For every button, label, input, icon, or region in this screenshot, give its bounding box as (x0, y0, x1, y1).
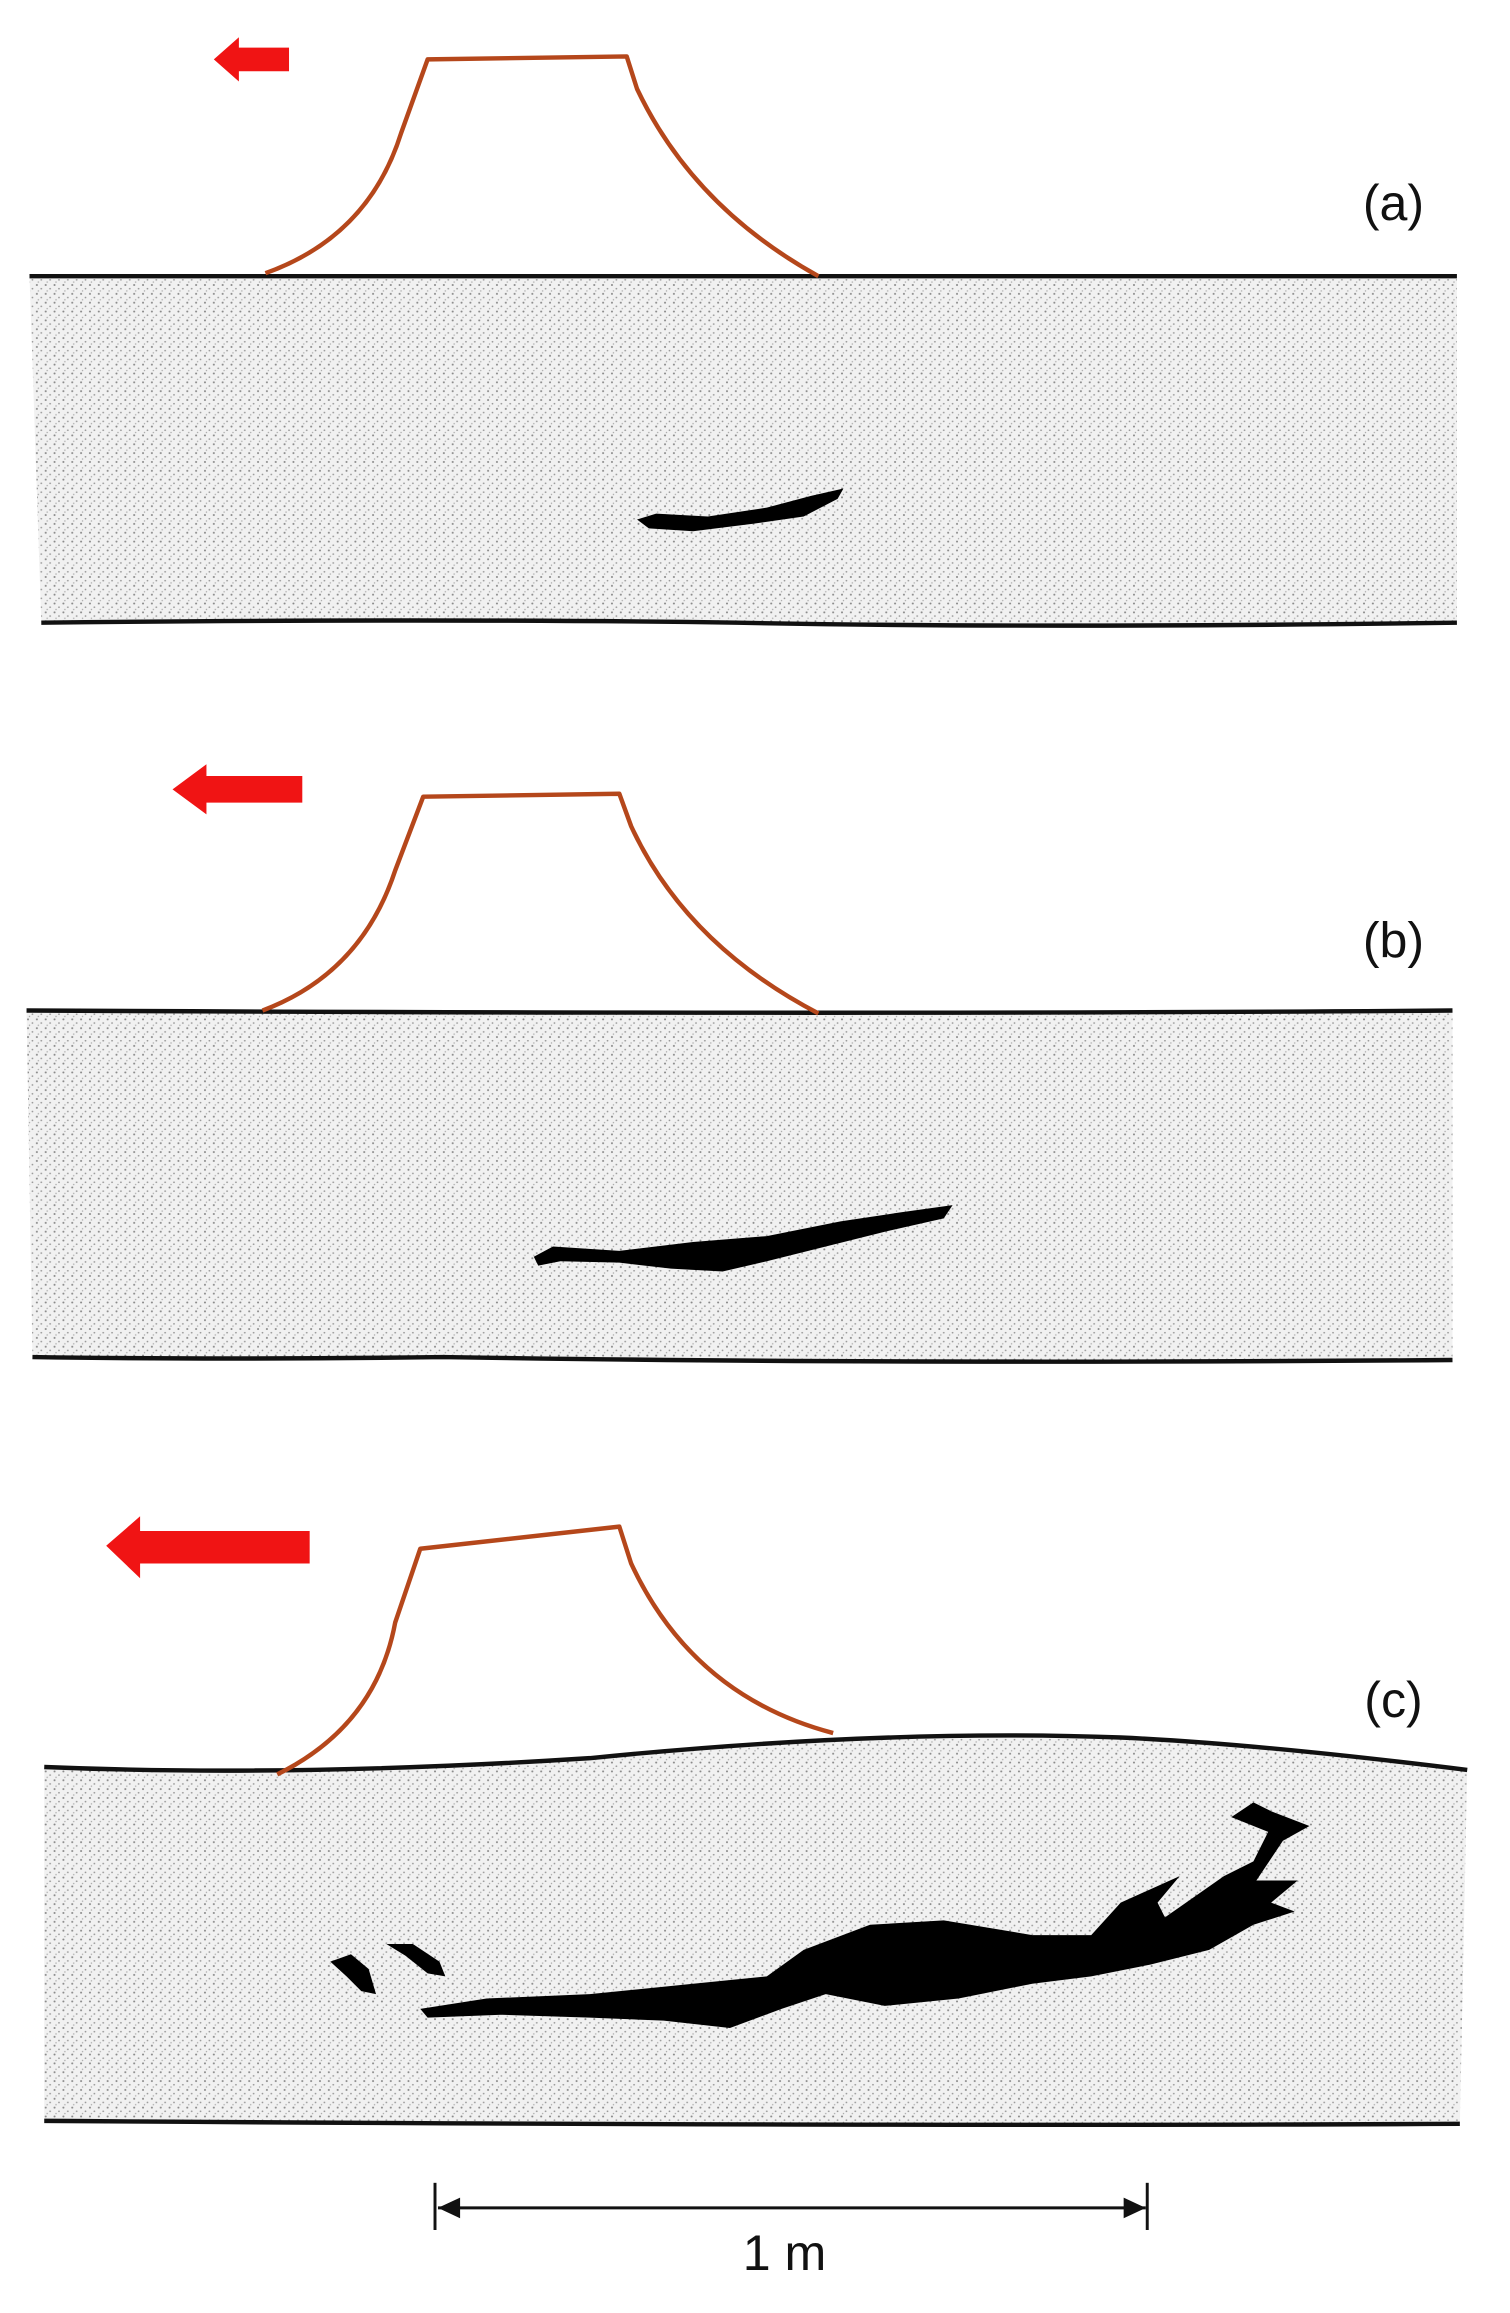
panel-c: (c) (44, 1516, 1468, 2128)
ground-surface (29, 272, 1457, 279)
embankment (264, 54, 820, 279)
embankment (276, 1524, 834, 1777)
soil-layer (44, 1735, 1468, 2125)
scale-arrowhead (437, 2197, 461, 2219)
ground-surface (26, 1008, 1453, 1015)
panel-b: (b) (26, 764, 1453, 1364)
arrow (106, 1516, 310, 1579)
cavity (637, 488, 844, 532)
panel-label: (c) (1364, 1672, 1422, 1728)
arrow (172, 764, 303, 815)
arrow (213, 37, 290, 82)
panel-label: (b) (1363, 912, 1424, 968)
ground-bottom (41, 618, 1457, 628)
embankment (261, 791, 820, 1016)
soil-layer (29, 276, 1457, 626)
scale-arrowhead (1123, 2197, 1146, 2219)
panel-a: (a) (29, 37, 1457, 628)
cavity (533, 1205, 953, 1272)
ground-bottom (32, 1354, 1453, 1364)
cavity (420, 1802, 1310, 2028)
scale-label: 1 m (743, 2225, 827, 2281)
cavity (330, 1954, 377, 1995)
soil-layer (26, 1010, 1453, 1362)
cavity (386, 1943, 446, 1977)
ground-bottom (44, 2118, 1460, 2128)
panel-label: (a) (1363, 175, 1424, 231)
scale-bar: 1 m (433, 2182, 1149, 2281)
